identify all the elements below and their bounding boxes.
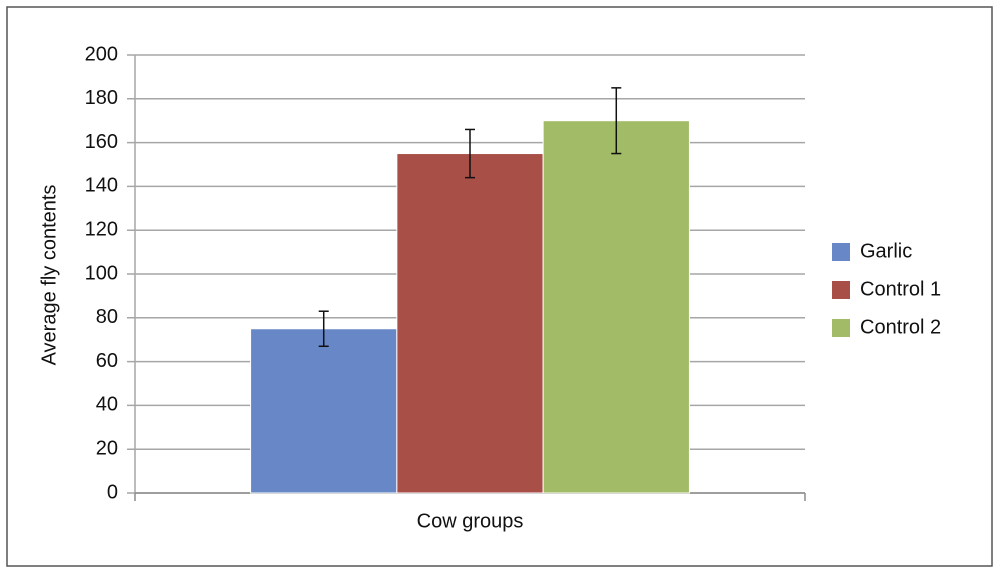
legend-label: Control 2 — [860, 316, 941, 338]
y-tick-label: 60 — [96, 350, 118, 372]
error-bar — [465, 128, 475, 179]
y-tick-label: 0 — [107, 481, 118, 503]
y-tick-label: 140 — [85, 175, 118, 197]
legend-swatch — [832, 281, 850, 299]
y-tick-label: 40 — [96, 394, 118, 416]
y-tick-label: 80 — [96, 306, 118, 328]
y-tick-label: 120 — [85, 218, 118, 240]
legend-swatch — [832, 243, 850, 261]
x-axis-label: Cow groups — [417, 510, 524, 532]
y-tick-label: 100 — [85, 262, 118, 284]
bar — [250, 328, 398, 494]
y-tick-label: 160 — [85, 131, 118, 153]
y-tick-label: 20 — [96, 437, 118, 459]
error-bar — [611, 87, 622, 155]
bar — [542, 120, 690, 494]
legend-label: Control 1 — [860, 278, 941, 300]
y-tick-label: 200 — [85, 43, 118, 65]
error-bar — [318, 310, 329, 348]
legend-swatch — [832, 319, 850, 337]
y-axis-label: Average fly contents — [38, 185, 60, 366]
y-tick-label: 180 — [85, 87, 118, 109]
bar — [396, 153, 544, 494]
legend-label: Garlic — [860, 240, 912, 262]
